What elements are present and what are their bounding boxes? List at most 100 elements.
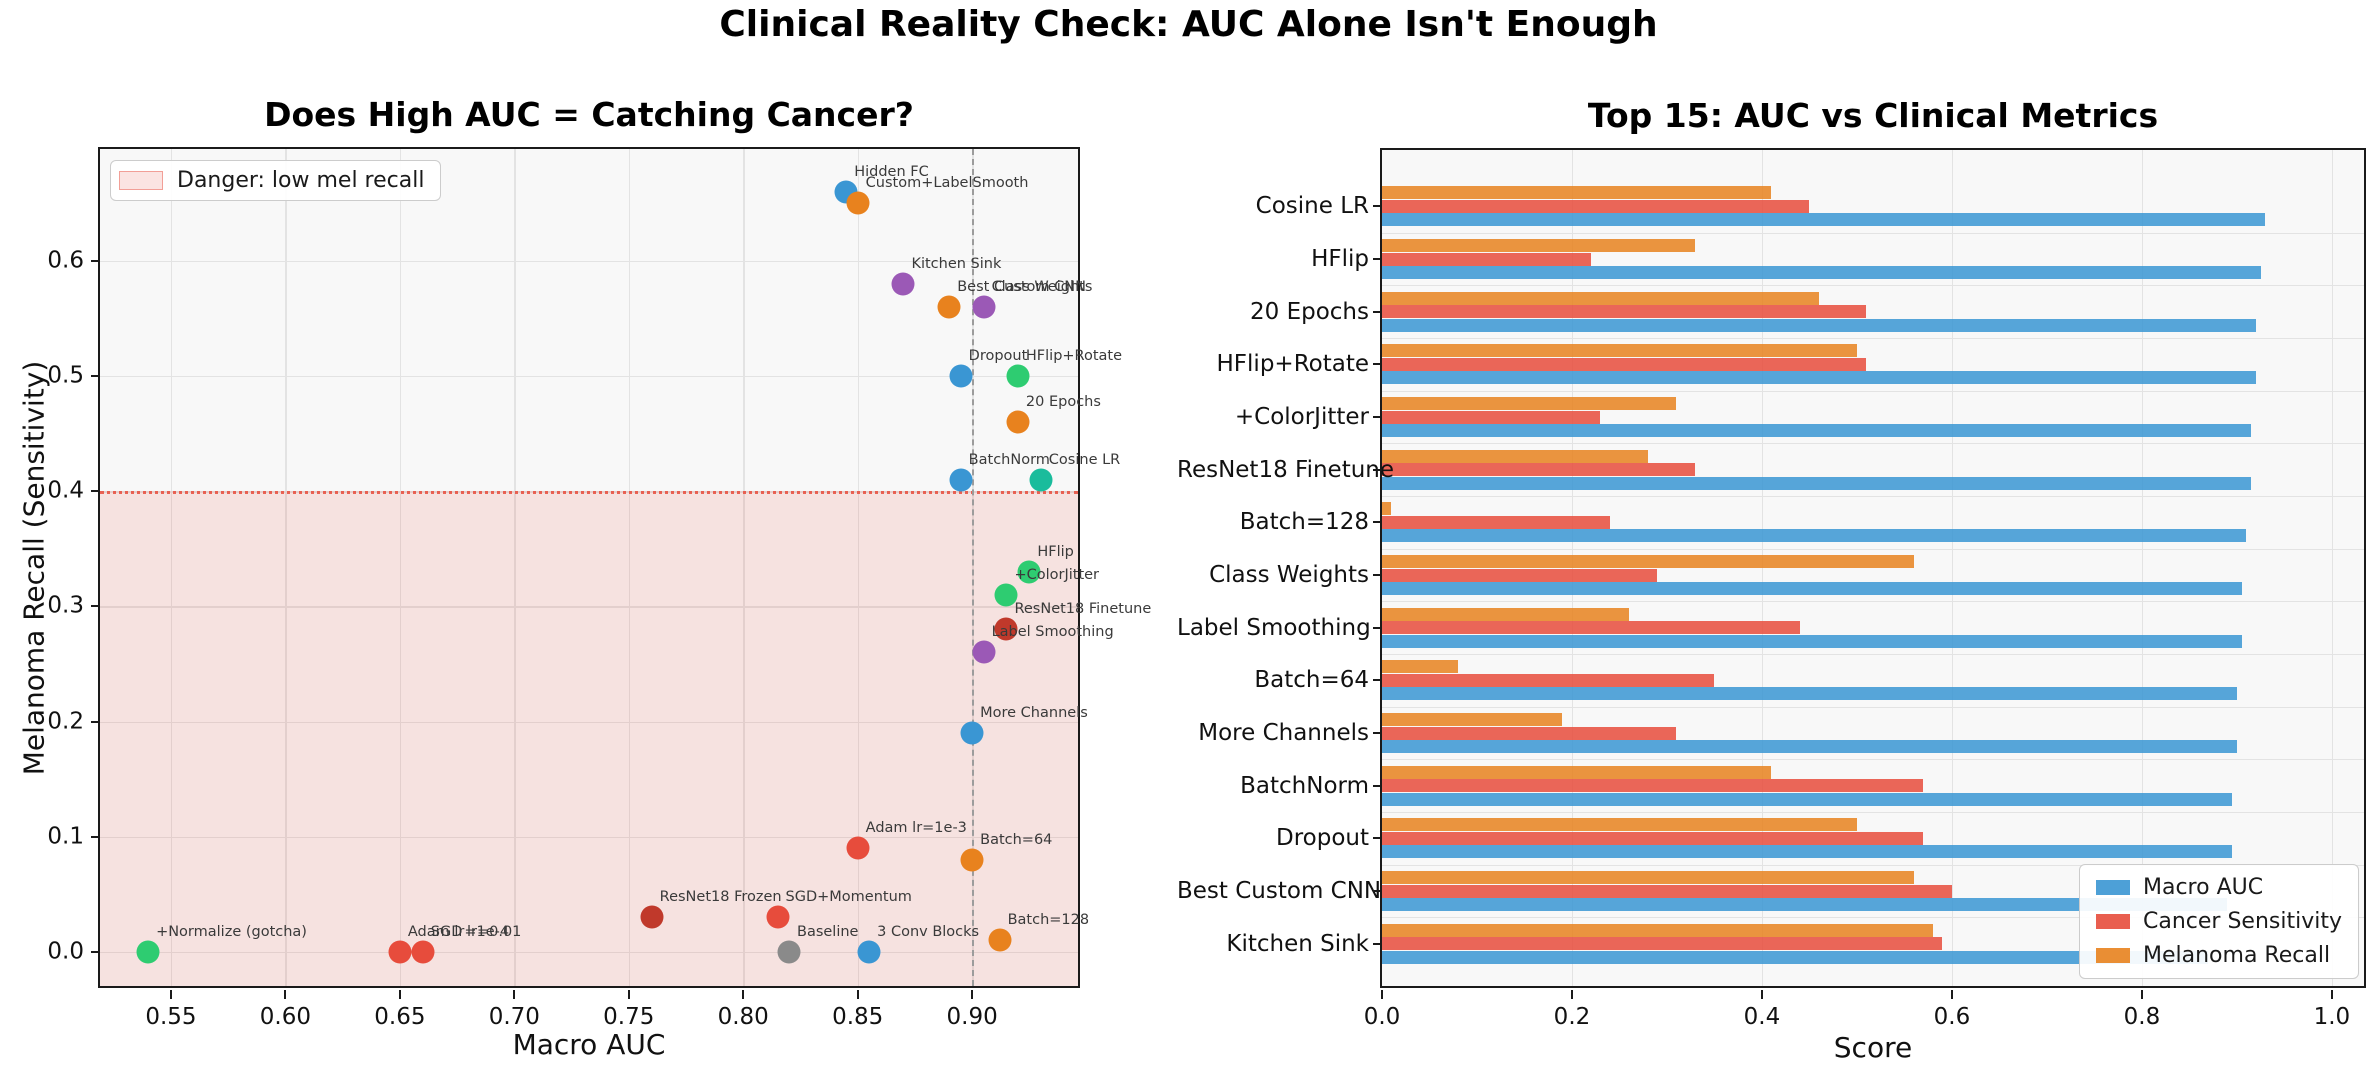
gridline (1382, 812, 2364, 813)
gridline (1382, 285, 2364, 287)
scatter-point (846, 836, 870, 860)
point-label: Hidden FC (854, 163, 929, 180)
cancer-sensitivity-label: Cancer Sensitivity (2143, 909, 2342, 934)
x-tick (284, 990, 287, 999)
x-tick (856, 990, 859, 999)
point-label: More Channels (980, 705, 1088, 722)
point-label: Cosine LR (1048, 451, 1121, 468)
y-tick (91, 835, 100, 838)
bar-macro-auc (1382, 740, 2237, 753)
x-tick (513, 990, 516, 999)
x-tick-label: 0.0 (1363, 1004, 1401, 1030)
point-label: Dropout (968, 347, 1028, 364)
legend-row-melanoma-recall: Melanoma Recall (2096, 943, 2342, 968)
bar-cancer-sensitivity (1382, 937, 1943, 951)
category-label: Kitchen Sink (1226, 930, 1369, 957)
x-tick-label: 0.85 (832, 1004, 884, 1030)
y-tick (1373, 574, 1382, 576)
danger-threshold-line (100, 491, 1078, 495)
scatter-clip (100, 149, 1078, 986)
gridline (628, 149, 631, 986)
point-label: Baseline (797, 923, 859, 940)
bar-macro-auc (1382, 792, 2233, 806)
bar-macro-auc (1382, 476, 2252, 490)
point-label: Best Custom CNN (957, 278, 1086, 295)
gridline (285, 149, 287, 986)
point-label: Class Weights (991, 278, 1093, 295)
scatter-point (766, 905, 790, 929)
bar-cancer-sensitivity (1382, 621, 1800, 635)
danger-swatch (119, 171, 163, 190)
scatter-point (960, 848, 984, 872)
bar-melanoma-recall (1382, 344, 1857, 358)
auc-reference-line (972, 149, 975, 986)
y-tick-label: 0.6 (47, 247, 84, 274)
bar-melanoma-recall (1382, 291, 1819, 305)
gridline (1382, 443, 2364, 445)
bar-macro-auc (1382, 950, 2209, 964)
bar-cancer-sensitivity (1382, 779, 1924, 793)
bar-melanoma-recall (1382, 397, 1677, 410)
bar-cancer-sensitivity (1382, 831, 1924, 845)
category-label: HFlip (1311, 246, 1369, 272)
category-label: Label Smoothing (1177, 614, 1371, 641)
bar-melanoma-recall (1382, 186, 1772, 200)
y-tick (91, 605, 100, 608)
gridline (1382, 232, 2364, 234)
category-label: Batch=128 (1239, 509, 1369, 536)
bar-chart: Top 15: AUC vs Clinical Metrics Macro AU… (1177, 96, 2366, 1064)
y-tick (1373, 626, 1382, 629)
y-tick-label: 0.2 (47, 708, 84, 735)
x-tick (1570, 990, 1573, 999)
bar-macro-auc (1382, 213, 2266, 227)
scatter-point (777, 940, 801, 964)
point-label: SGD lr=0.01 (430, 923, 522, 940)
scatter-point (1029, 468, 1053, 492)
point-label: SGD+Momentum (785, 889, 912, 906)
bar-cancer-sensitivity (1382, 410, 1601, 424)
danger-legend-label: Danger: low mel recall (177, 168, 425, 193)
y-tick (1373, 784, 1382, 787)
category-label: Best Custom CNN (1177, 878, 1382, 904)
bar-chart-title: Top 15: AUC vs Clinical Metrics (1587, 96, 2159, 135)
bar-cancer-sensitivity (1382, 199, 1810, 213)
gridline (1382, 654, 2364, 655)
scatter-point (857, 940, 881, 964)
gridline (2141, 150, 2144, 986)
x-tick-label: 0.65 (374, 1004, 426, 1030)
scatter-point (949, 468, 973, 492)
x-tick (1381, 990, 1383, 999)
category-label: More Channels (1198, 720, 1369, 746)
gridline (1382, 548, 2364, 550)
bar-melanoma-recall (1382, 765, 1772, 779)
scatter-point (972, 295, 996, 319)
scatter-point (937, 295, 961, 319)
x-tick (398, 990, 401, 999)
bar-cancer-sensitivity (1382, 463, 1696, 477)
y-tick (1373, 837, 1382, 840)
bar-macro-auc (1382, 371, 2256, 385)
y-tick (1373, 521, 1382, 524)
y-tick-label: 0.0 (47, 938, 84, 965)
bar-cancer-sensitivity (1382, 884, 1952, 898)
y-tick (91, 950, 100, 953)
point-label: Kitchen Sink (911, 255, 1002, 272)
x-tick-label: 0.2 (1553, 1004, 1591, 1030)
bar-macro-auc (1382, 266, 2261, 279)
bar-cancer-sensitivity (1382, 357, 1867, 371)
scatter-point (640, 905, 664, 929)
scatter-point (994, 617, 1018, 641)
danger-legend: Danger: low mel recall (110, 160, 442, 201)
bar-cancer-sensitivity (1382, 515, 1610, 529)
point-label: Custom+LabelSmooth (865, 175, 1029, 192)
point-label: ResNet18 Frozen (659, 889, 782, 906)
y-tick (91, 720, 100, 723)
bar-clip (1382, 150, 2364, 986)
bar-macro-auc (1382, 582, 2242, 595)
bar-macro-auc (1382, 424, 2252, 437)
y-tick (1373, 942, 1382, 945)
scatter-point (1006, 410, 1030, 434)
point-label: 20 Epochs (1025, 394, 1101, 411)
category-label: Class Weights (1209, 562, 1369, 588)
x-tick-label: 0.70 (488, 1004, 540, 1030)
